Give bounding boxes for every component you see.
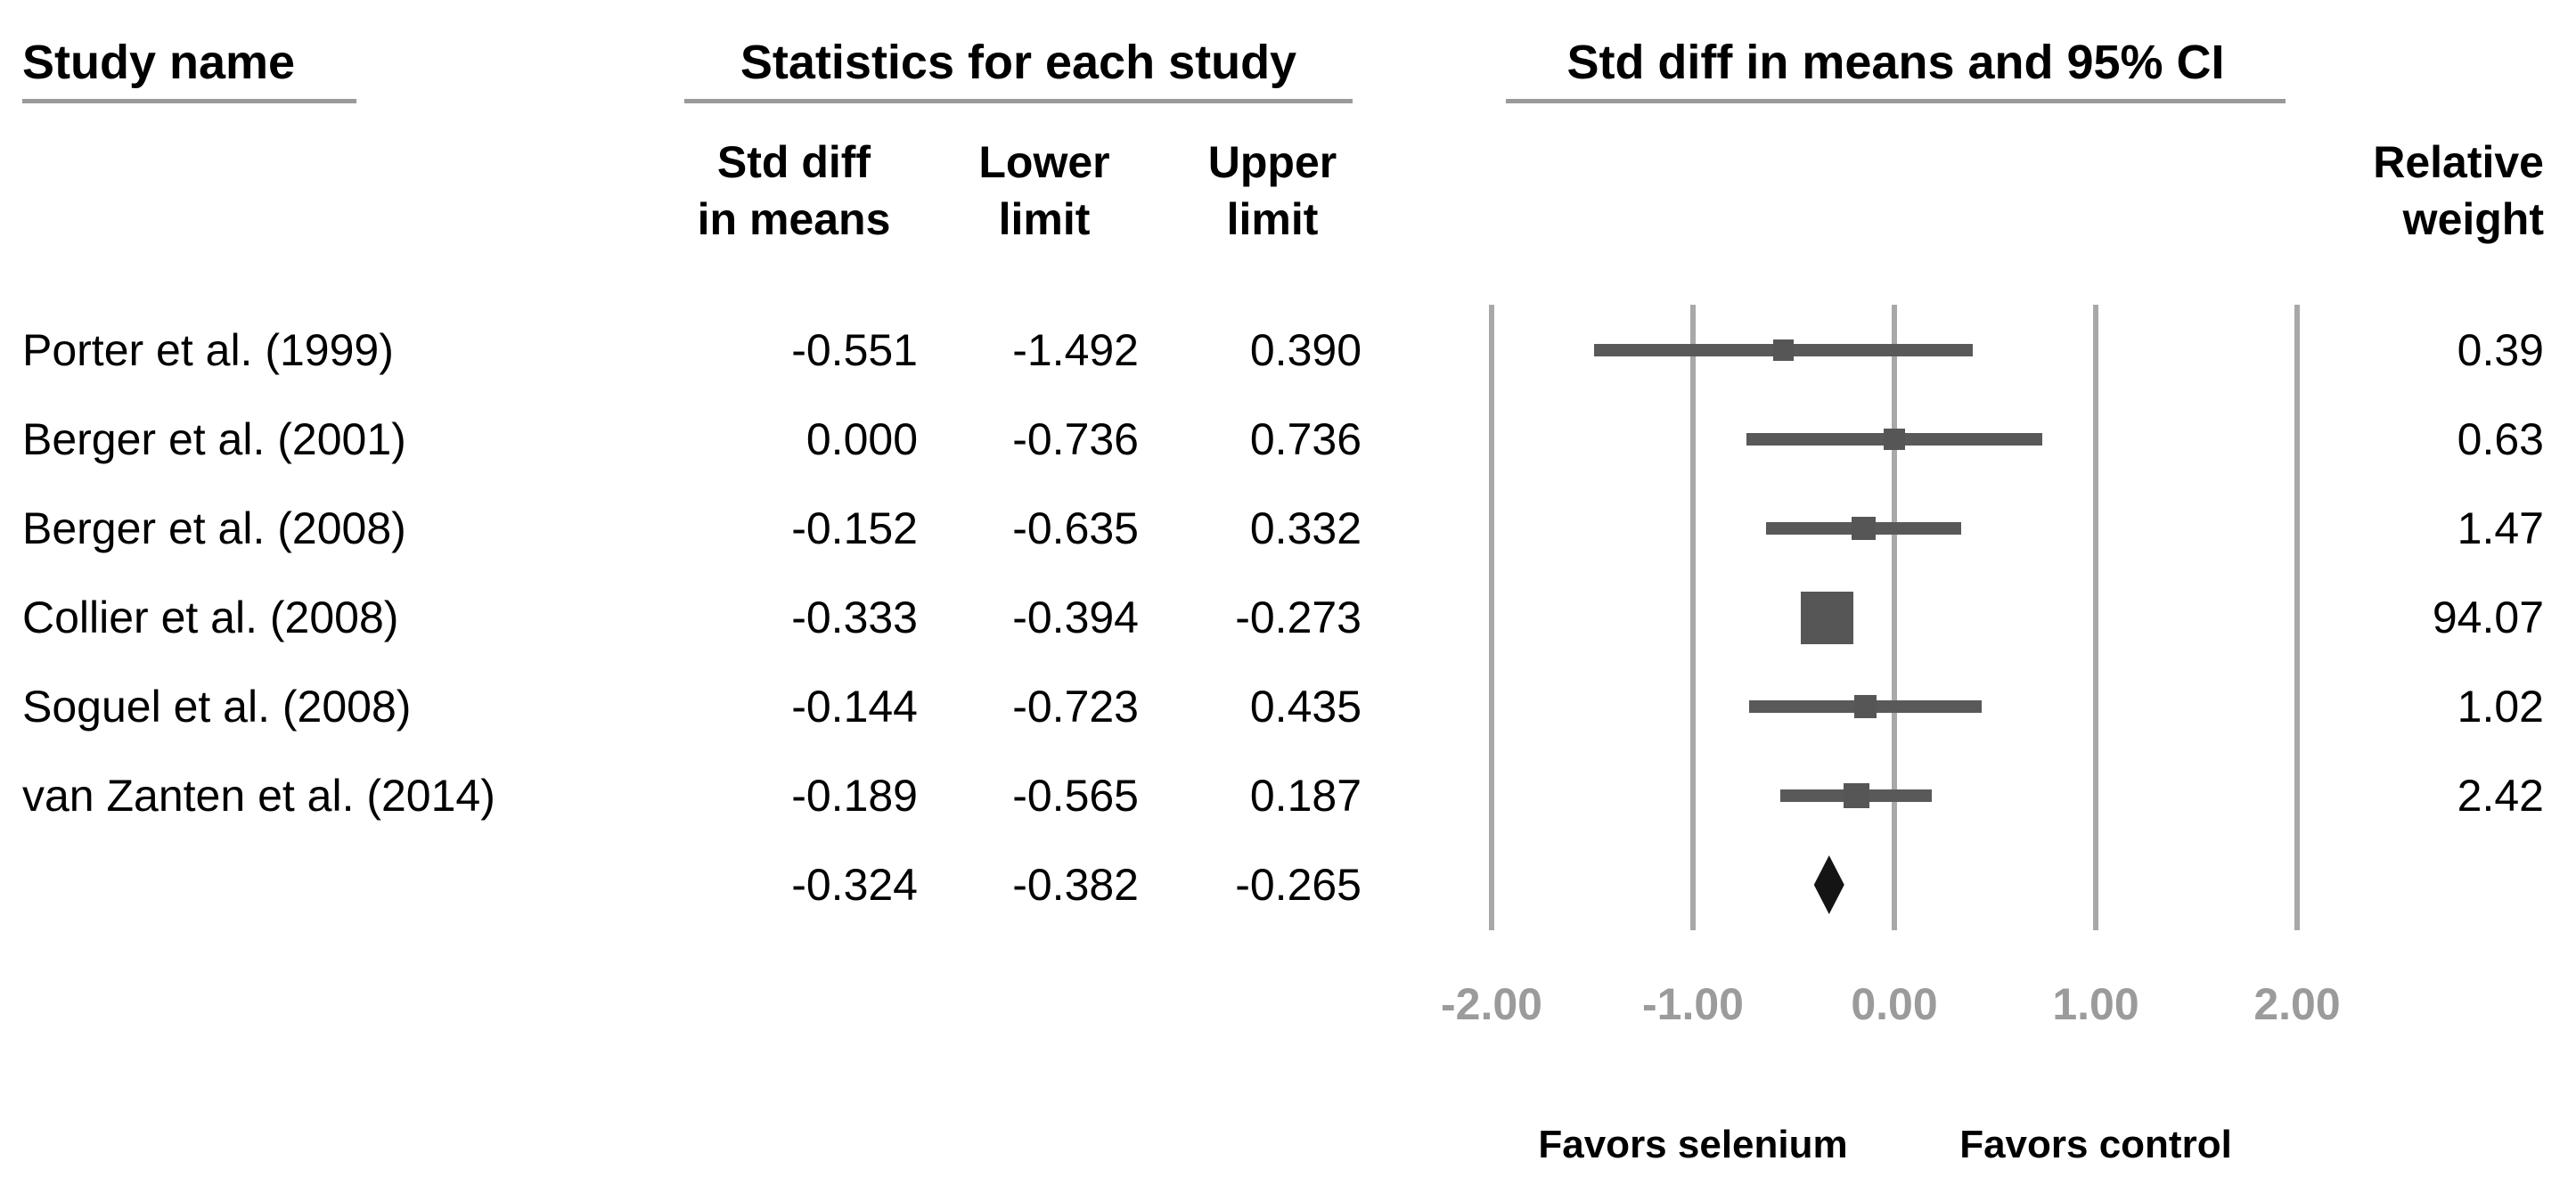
std-diff-value: 0.000 — [806, 414, 918, 464]
favors-right-label: Favors control — [1959, 1123, 2232, 1166]
effect-marker — [1853, 695, 1877, 718]
column-header-relative-weight-line2: weight — [2402, 194, 2544, 244]
lower-limit-value: -0.723 — [1012, 682, 1139, 732]
axis-tick-label: -2.00 — [1441, 979, 1542, 1029]
relative-weight-value: 0.39 — [2457, 325, 2544, 375]
study-name: Berger et al. (2008) — [22, 503, 406, 553]
column-header-lower-line2: limit — [998, 194, 1091, 244]
column-header-lower-line1: Lower — [978, 137, 1110, 187]
upper-limit-value: -0.273 — [1235, 593, 1362, 642]
column-header-upper-line1: Upper — [1207, 137, 1337, 187]
upper-limit-value: 0.332 — [1249, 503, 1362, 553]
plot-gridline — [1690, 305, 1696, 930]
axis-tick-label: -1.00 — [1642, 979, 1744, 1029]
column-header-std-diff: Std diff in means — [616, 134, 972, 248]
study-name: van Zanten et al. (2014) — [22, 771, 495, 821]
plot-header: Std diff in means and 95% CI — [1566, 36, 2225, 89]
lower-limit-value: -0.635 — [1012, 503, 1139, 553]
study-name: Berger et al. (2001) — [22, 414, 406, 464]
study-name: Porter et al. (1999) — [22, 325, 394, 375]
lower-limit-value: -0.565 — [1012, 771, 1139, 821]
study-name: Soguel et al. (2008) — [22, 682, 412, 732]
lower-limit-value: -0.394 — [1012, 593, 1139, 642]
relative-weight-value: 2.42 — [2457, 771, 2544, 821]
lower-limit-value: -1.492 — [1012, 325, 1139, 375]
plot-gridline — [1489, 305, 1494, 930]
std-diff-value: -0.152 — [791, 503, 918, 553]
study-name-header: Study name — [22, 36, 296, 89]
relative-weight-value: 94.07 — [2432, 593, 2544, 642]
lower-limit-value: -0.736 — [1012, 414, 1139, 464]
study-name: Collier et al. (2008) — [22, 593, 399, 642]
std-diff-value: -0.144 — [791, 682, 918, 732]
std-diff-value: -0.551 — [791, 325, 918, 375]
std-diff-value: -0.189 — [791, 771, 918, 821]
plot-underline — [1506, 99, 2286, 103]
column-header-upper-line2: limit — [1226, 194, 1319, 244]
plot-gridline — [2294, 305, 2300, 930]
effect-marker — [1883, 428, 1906, 451]
axis-tick-label: 1.00 — [2052, 979, 2139, 1029]
favors-left-label: Favors selenium — [1538, 1123, 1848, 1166]
effect-marker — [1852, 516, 1876, 541]
effect-marker — [1772, 339, 1795, 361]
upper-limit-value: 0.435 — [1249, 682, 1362, 732]
axis-tick-label: 2.00 — [2253, 979, 2341, 1029]
column-header-std-diff-line1: Std diff — [716, 137, 871, 187]
column-header-lower: Lower limit — [911, 134, 1178, 248]
overall-std-diff-value: -0.324 — [791, 860, 918, 910]
std-diff-value: -0.333 — [791, 593, 918, 642]
relative-weight-value: 0.63 — [2457, 414, 2544, 464]
column-header-relative-weight-line1: Relative — [2373, 137, 2544, 187]
axis-tick-label: 0.00 — [1851, 979, 1938, 1029]
upper-limit-value: 0.736 — [1249, 414, 1362, 464]
overall-upper-limit-value: -0.265 — [1235, 860, 1362, 910]
study-name-underline — [22, 99, 356, 103]
effect-marker — [1844, 782, 1869, 809]
plot-gridline — [2093, 305, 2098, 930]
column-header-upper: Upper limit — [1139, 134, 1406, 248]
column-header-std-diff-line2: in means — [697, 194, 891, 244]
overall-lower-limit-value: -0.382 — [1012, 860, 1139, 910]
statistics-underline — [684, 99, 1353, 103]
plot-gridline — [1892, 305, 1897, 930]
statistics-header: Statistics for each study — [740, 36, 1297, 89]
relative-weight-value: 1.47 — [2457, 503, 2544, 553]
upper-limit-value: 0.390 — [1249, 325, 1362, 375]
relative-weight-value: 1.02 — [2457, 682, 2544, 732]
overall-diamond — [1813, 855, 1844, 914]
upper-limit-value: 0.187 — [1249, 771, 1362, 821]
column-header-relative-weight: Relative weight — [2277, 134, 2544, 248]
effect-marker — [1801, 591, 1854, 644]
